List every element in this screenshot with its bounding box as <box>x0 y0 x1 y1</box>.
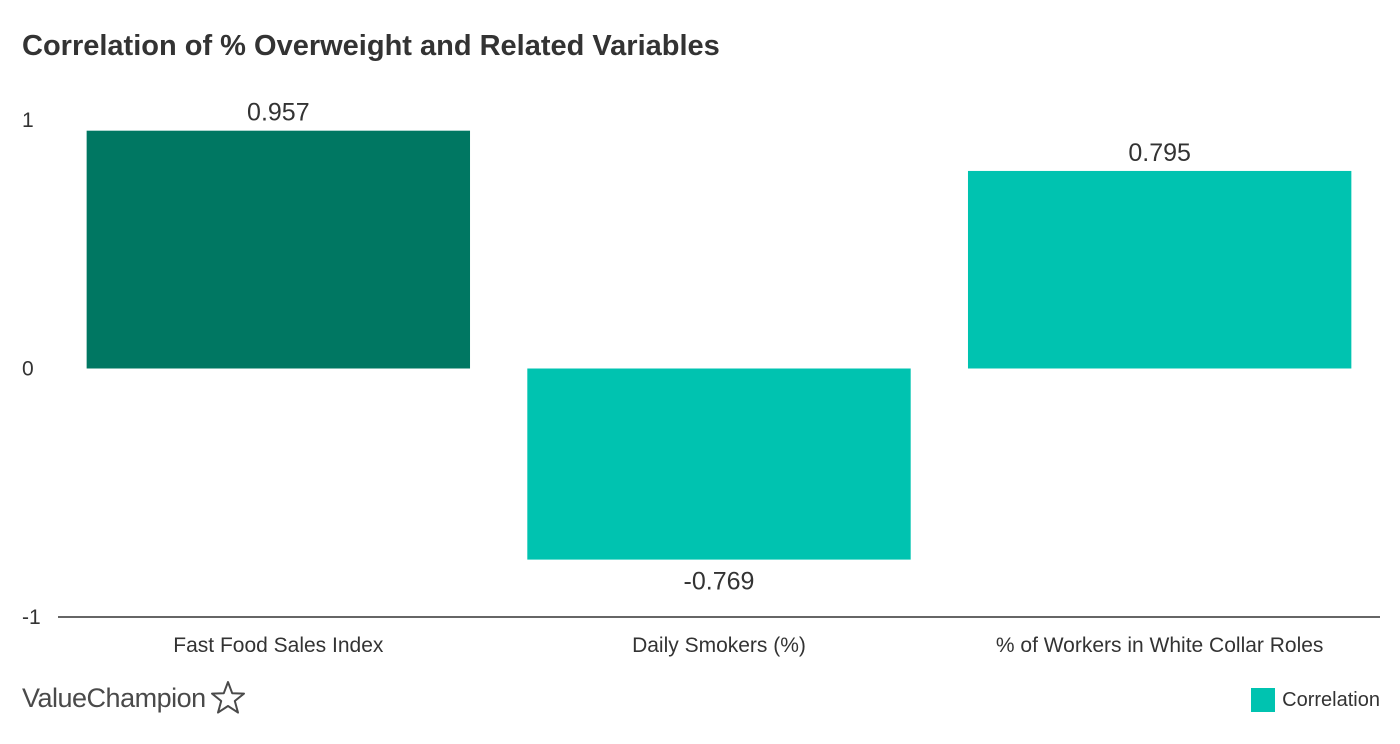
data-label: -0.769 <box>684 568 755 596</box>
y-axis-ticks: 1 0 -1 <box>22 109 41 629</box>
x-axis-ticks: Fast Food Sales Index Daily Smokers (%) % … <box>173 634 1323 657</box>
chart-title: Correlation of % Overweight and Related … <box>22 30 720 62</box>
bar <box>527 368 911 560</box>
y-tick-label: 1 <box>22 109 34 132</box>
data-labels: 0.957 -0.769 0.795 <box>247 99 1191 596</box>
y-tick-label: 0 <box>22 358 34 381</box>
legend-swatch <box>1251 688 1276 712</box>
x-tick-label: Daily Smokers (%) <box>632 634 806 657</box>
bar <box>967 170 1352 369</box>
bars <box>86 130 1352 560</box>
x-tick-label: % of Workers in White Collar Roles <box>996 634 1324 657</box>
bar <box>86 130 471 369</box>
legend-label: Correlation <box>1282 688 1380 711</box>
data-label: 0.795 <box>1128 139 1191 167</box>
legend: Correlation <box>1251 688 1380 712</box>
data-label: 0.957 <box>247 99 310 127</box>
brand-name: ValueChampion <box>22 682 206 713</box>
x-tick-label: Fast Food Sales Index <box>173 634 384 657</box>
star-outline-icon <box>210 681 245 714</box>
brand-logo: ValueChampion <box>22 680 246 716</box>
y-tick-label: -1 <box>22 606 41 629</box>
